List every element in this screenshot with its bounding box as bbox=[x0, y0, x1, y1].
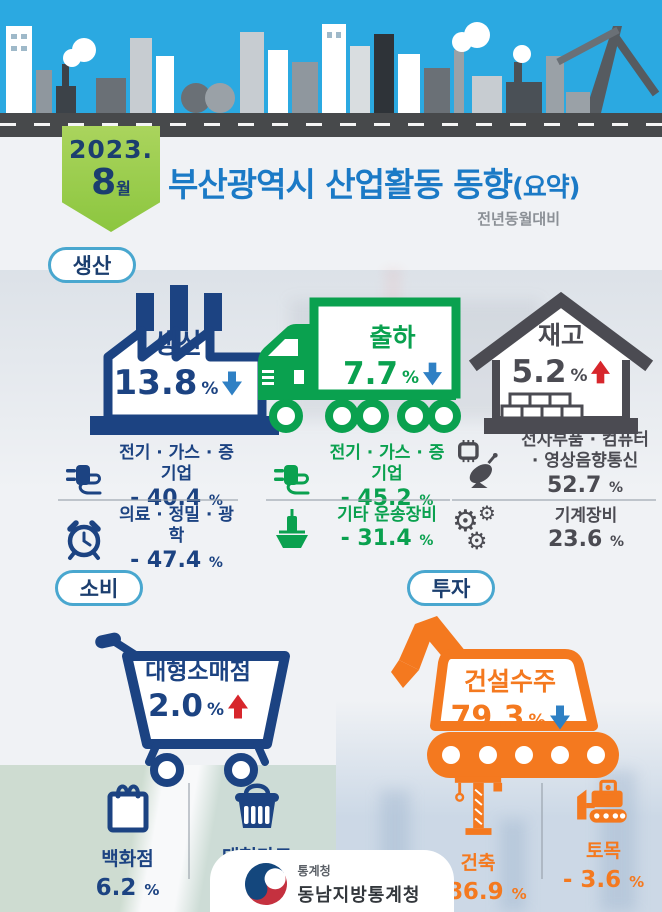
shipment-hero-unit: % bbox=[401, 368, 419, 388]
production-hero-value: 13.8 bbox=[113, 363, 198, 403]
footer: 통계청 동남지방통계청 bbox=[210, 850, 454, 912]
shopping-cart-icon bbox=[95, 632, 290, 787]
inventory-hero: 재고 5.2 % bbox=[495, 316, 627, 390]
excavator-icon bbox=[391, 616, 619, 778]
detail-label: 기계장비 bbox=[554, 506, 618, 527]
shopping-bag-icon bbox=[102, 778, 154, 840]
detail-label: 건축 bbox=[460, 852, 496, 874]
production-detail-item: 의료 · 정밀 · 광학 - 47.4 % bbox=[62, 505, 237, 574]
down-arrow-icon bbox=[549, 705, 570, 730]
shipment-hero-label: 출하 bbox=[369, 323, 416, 352]
investment-hero-value: 79.3 bbox=[450, 700, 525, 735]
divider bbox=[188, 783, 190, 879]
shipment-hero-value: 7.7 bbox=[343, 356, 398, 392]
production-hero: 생산 13.8 % bbox=[103, 322, 253, 403]
warehouse-icon bbox=[468, 291, 654, 434]
up-arrow-icon bbox=[227, 694, 248, 718]
detail-label: 토목 bbox=[586, 840, 621, 862]
consumption-hero-unit: % bbox=[206, 700, 224, 720]
shipment-hero: 출하 7.7 % bbox=[330, 318, 455, 392]
inventory-hero-label: 재고 bbox=[537, 321, 584, 350]
badge-consumption: 소비 bbox=[55, 570, 143, 606]
chip-satellite-icon bbox=[452, 436, 502, 492]
page-title: 부산광역시 산업활동 동향(요약) bbox=[168, 165, 581, 204]
basket-icon bbox=[229, 778, 285, 838]
date-month: 8 bbox=[91, 161, 117, 203]
road-center-line bbox=[0, 123, 662, 126]
date-year: 2023. bbox=[68, 135, 154, 164]
plug-icon bbox=[62, 457, 106, 497]
investment-hero: 건설수주 79.3 % bbox=[425, 662, 595, 735]
investment-detail-civil-engineering: 토목 - 3.6 % bbox=[551, 778, 656, 893]
inventory-hero-unit: % bbox=[570, 366, 588, 386]
detail-label: 의료 · 정밀 · 광학 bbox=[119, 505, 234, 547]
consumption-hero: 대형소매점 2.0 % bbox=[118, 652, 278, 724]
tower-crane-icon bbox=[451, 770, 505, 844]
production-detail-item: 전기 · 가스 · 증기업 - 40.4 % bbox=[62, 443, 237, 512]
up-arrow-icon bbox=[591, 360, 611, 384]
consumption-detail-department-store: 백화점 6.2 % bbox=[75, 778, 180, 901]
date-ribbon: 2023. 8월 bbox=[62, 126, 160, 232]
badge-investment: 투자 bbox=[407, 570, 495, 606]
page-title-suffix: (요약) bbox=[511, 173, 581, 203]
plug-icon bbox=[270, 457, 314, 497]
inventory-hero-value: 5.2 bbox=[511, 354, 567, 390]
production-hero-label: 생산 bbox=[153, 329, 203, 360]
production-hero-unit: % bbox=[201, 379, 219, 399]
org-name-large: 동남지방통계청 bbox=[297, 885, 421, 906]
detail-label: 백화점 bbox=[101, 848, 154, 870]
divider bbox=[452, 499, 656, 501]
truck-icon bbox=[258, 297, 461, 433]
alarm-clock-icon bbox=[62, 516, 106, 562]
government-emblem-icon bbox=[244, 863, 287, 905]
production-detail-item: 기타 운송장비 - 31.4 % bbox=[270, 505, 450, 553]
date-month-suffix: 월 bbox=[116, 178, 131, 198]
production-detail-item: 전자부품 · 컴퓨터 · 영상음향통신 52.7 % bbox=[452, 430, 658, 499]
consumption-hero-label: 대형소매점 bbox=[145, 659, 251, 685]
consumption-hero-value: 2.0 bbox=[148, 688, 203, 724]
badge-production: 생산 bbox=[48, 247, 136, 283]
investment-hero-label: 건설수주 bbox=[463, 667, 556, 696]
production-detail-item: ⚙ ⚙ ⚙ 기계장비 23.6 % bbox=[452, 501, 624, 555]
detail-label: 기타 운송장비 bbox=[337, 505, 437, 525]
bulldozer-icon bbox=[573, 778, 635, 832]
down-arrow-icon bbox=[222, 371, 243, 395]
divider bbox=[58, 499, 238, 501]
detail-label-line1: 전자부품 · 컴퓨터 bbox=[521, 430, 649, 450]
detail-label-line2: · 영상음향통신 bbox=[531, 451, 639, 472]
skyline-photo-hint bbox=[500, 820, 526, 912]
down-arrow-icon bbox=[422, 362, 442, 386]
org-name-small: 통계청 bbox=[297, 864, 331, 878]
production-detail-item: 전기 · 가스 · 증기업 - 45.2 % bbox=[270, 443, 450, 512]
detail-label: 전기 · 가스 · 증기업 bbox=[119, 443, 234, 485]
gears-icon: ⚙ ⚙ ⚙ bbox=[452, 501, 496, 555]
ship-icon bbox=[270, 506, 314, 552]
detail-label: 전기 · 가스 · 증기업 bbox=[329, 443, 445, 485]
divider bbox=[541, 783, 543, 879]
comparison-note: 전년동월대비 bbox=[477, 210, 560, 228]
investment-hero-unit: % bbox=[528, 711, 546, 731]
divider bbox=[266, 499, 450, 501]
city-skyline-illustration bbox=[6, 22, 660, 113]
